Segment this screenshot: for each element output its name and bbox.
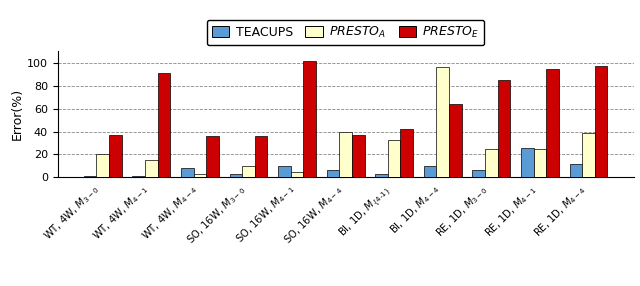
Bar (230, 174, 242, 177)
Bar (449, 104, 461, 177)
Bar (206, 136, 219, 177)
Bar (472, 170, 485, 177)
Bar (534, 149, 546, 177)
Bar (255, 136, 268, 177)
Bar (485, 149, 498, 177)
Bar (570, 164, 582, 177)
Bar (145, 160, 157, 177)
Bar (401, 129, 413, 177)
Bar (436, 67, 449, 177)
Bar (132, 176, 145, 177)
Bar (278, 166, 291, 177)
Bar (375, 174, 388, 177)
Y-axis label: Error(%): Error(%) (11, 88, 24, 140)
Bar (303, 61, 316, 177)
Bar (97, 154, 109, 177)
Bar (521, 148, 534, 177)
Bar (109, 135, 122, 177)
Bar (193, 174, 206, 177)
Bar (242, 166, 255, 177)
Legend: TEACUPS, $\mathit{PRESTO}_A$, $\mathit{PRESTO}_E$: TEACUPS, $\mathit{PRESTO}_A$, $\mathit{P… (207, 20, 484, 45)
Bar (352, 135, 365, 177)
Bar (181, 168, 193, 177)
Bar (424, 166, 436, 177)
Bar (498, 80, 510, 177)
Bar (339, 132, 352, 177)
Bar (595, 66, 607, 177)
Bar (388, 140, 401, 177)
Bar (546, 69, 559, 177)
Bar (84, 176, 97, 177)
Bar (157, 73, 170, 177)
Bar (326, 170, 339, 177)
Bar (291, 172, 303, 177)
Bar (582, 133, 595, 177)
